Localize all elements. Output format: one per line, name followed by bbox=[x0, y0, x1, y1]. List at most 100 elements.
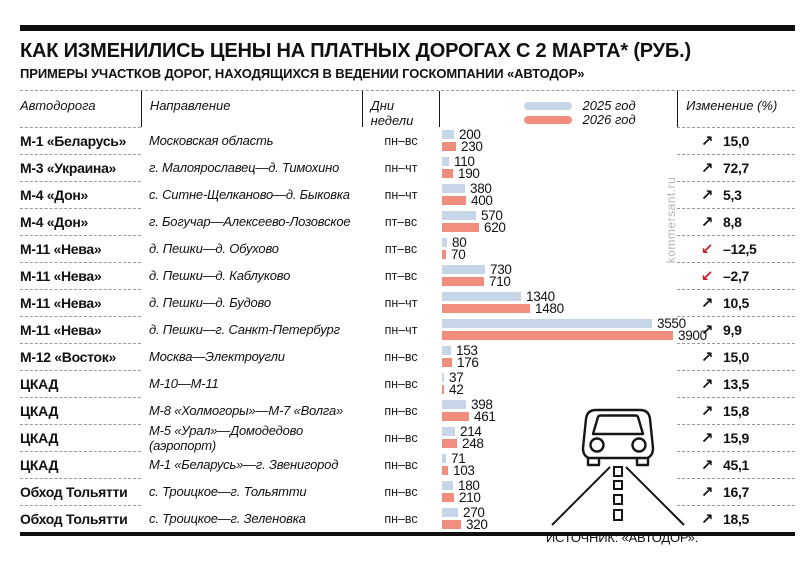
price-bars: 1340 1480 bbox=[440, 289, 677, 316]
change-value: –12,5 bbox=[723, 241, 757, 257]
price-2026: 248 bbox=[462, 436, 484, 451]
change-value: 15,0 bbox=[723, 133, 750, 149]
price-2025: 180 bbox=[458, 478, 480, 493]
bar-line-2025: 398 bbox=[442, 398, 493, 411]
bar-line-2025: 1340 bbox=[442, 289, 555, 304]
change-cell: ↗ 18,5 bbox=[677, 505, 795, 532]
bar-2025 bbox=[442, 157, 449, 166]
road-name: Обход Тольятти bbox=[20, 505, 141, 532]
road-name: М-11 «Нева» bbox=[20, 316, 141, 343]
price-bars: 398 461 bbox=[440, 397, 677, 424]
table-row: М-4 «Дон» с. Ситне-Щелканово—д. Быковка … bbox=[20, 181, 795, 208]
price-2026: 400 bbox=[471, 193, 493, 208]
price-2025: 214 bbox=[460, 424, 482, 439]
road-direction: с. Троицкое—г. Тольятти bbox=[149, 484, 307, 499]
bar-2026 bbox=[442, 331, 673, 340]
bar-2025 bbox=[442, 481, 453, 490]
page-subtitle: ПРИМЕРЫ УЧАСТКОВ ДОРОГ, НАХОДЯЩИХСЯ В ВЕ… bbox=[20, 66, 585, 81]
bar-line-2026: 103 bbox=[442, 464, 475, 477]
bar-line-2025: 153 bbox=[442, 344, 478, 357]
days-of-week: пн–вс bbox=[384, 403, 418, 418]
legend-item-2025: 2025 год bbox=[524, 99, 677, 112]
bar-line-2026: 400 bbox=[442, 193, 493, 208]
days-of-week: пн–вс bbox=[384, 457, 418, 472]
bar-line-2025: 71 bbox=[442, 451, 466, 466]
road-name: М-3 «Украина» bbox=[20, 154, 141, 181]
trend-arrow-icon: ↙ bbox=[700, 268, 714, 285]
table-row: ЦКАД М-8 «Холмогоры»—М-7 «Волга» пн–вс 3… bbox=[20, 397, 795, 424]
bar-2026 bbox=[442, 385, 444, 394]
change-cell: ↗ 15,0 bbox=[677, 343, 795, 370]
change-cell: ↙ –2,7 bbox=[677, 262, 795, 289]
trend-arrow-icon: ↗ bbox=[700, 214, 714, 231]
bar-line-2025: 110 bbox=[442, 155, 475, 168]
bar-2025 bbox=[442, 238, 447, 247]
bar-line-2026: 190 bbox=[442, 167, 480, 180]
price-2025: 1340 bbox=[526, 289, 555, 304]
change-cell: ↗ 10,5 bbox=[677, 289, 795, 316]
days-of-week: пн–вс bbox=[384, 484, 418, 499]
table-row: М-4 «Дон» г. Богучар—Алексеево-Лозовское… bbox=[20, 208, 795, 235]
bar-line-2025: 270 bbox=[442, 505, 485, 520]
table-row: М-11 «Нева» д. Пешки—г. Санкт-Петербург … bbox=[20, 316, 795, 343]
road-name: ЦКАД bbox=[20, 451, 141, 478]
road-direction: д. Пешки—д. Обухово bbox=[149, 241, 279, 256]
trend-arrow-icon: ↗ bbox=[700, 403, 714, 420]
road-direction: д. Пешки—г. Санкт-Петербург bbox=[149, 322, 340, 337]
source-caption: ИСТОЧНИК: «АВТОДОР». bbox=[545, 530, 699, 545]
road-name: М-11 «Нева» bbox=[20, 235, 141, 262]
price-2025: 37 bbox=[449, 370, 464, 385]
bar-2025 bbox=[442, 265, 485, 274]
change-value: 15,0 bbox=[723, 349, 750, 365]
road-direction: с. Троицкое—г. Зеленовка bbox=[149, 511, 306, 526]
price-bars: 180 210 bbox=[440, 478, 677, 505]
price-bars: 214 248 bbox=[440, 424, 677, 451]
price-2025: 71 bbox=[451, 451, 466, 466]
table-row: М-12 «Восток» Москва—Электроугли пн–вс 1… bbox=[20, 343, 795, 370]
trend-arrow-icon: ↗ bbox=[700, 322, 714, 339]
price-2026: 176 bbox=[457, 355, 479, 370]
table-row: М-3 «Украина» г. Малоярославец—д. Тимохи… bbox=[20, 154, 795, 181]
trend-arrow-icon: ↗ bbox=[700, 133, 714, 150]
legend-swatch-2025 bbox=[524, 101, 573, 110]
table-row: ЦКАД М-10—М-11 пн–вс 37 42 ↗ 13,5 bbox=[20, 370, 795, 397]
bar-2026 bbox=[442, 439, 457, 448]
road-name: М-4 «Дон» bbox=[20, 208, 141, 235]
days-of-week: пт–вс bbox=[384, 241, 418, 256]
price-2026: 620 bbox=[484, 220, 506, 235]
change-cell: ↗ 45,1 bbox=[677, 451, 795, 478]
bar-line-2025: 37 bbox=[442, 370, 464, 385]
road-name: М-11 «Нева» bbox=[20, 262, 141, 289]
change-value: 15,9 bbox=[723, 430, 750, 446]
price-2025: 380 bbox=[470, 181, 492, 196]
bar-line-2025: 570 bbox=[442, 209, 503, 222]
bar-2026 bbox=[442, 223, 479, 232]
road-direction: г. Богучар—Алексеево-Лозовское bbox=[149, 214, 351, 229]
bar-2026 bbox=[442, 250, 446, 259]
road-direction: М-8 «Холмогоры»—М-7 «Волга» bbox=[149, 403, 344, 418]
bar-line-2026: 3900 bbox=[442, 329, 707, 342]
bar-line-2025: 730 bbox=[442, 263, 512, 276]
bar-2025 bbox=[442, 211, 476, 220]
price-2025: 270 bbox=[463, 505, 485, 520]
bar-line-2026: 70 bbox=[442, 248, 466, 261]
price-bars: 200 230 bbox=[440, 127, 677, 154]
road-name: ЦКАД bbox=[20, 397, 141, 424]
road-direction: г. Малоярославец—д. Тимохино bbox=[149, 160, 340, 175]
infographic-toll-road-prices: КАК ИЗМЕНИЛИСЬ ЦЕНЫ НА ПЛАТНЫХ ДОРОГАХ С… bbox=[0, 25, 800, 586]
days-of-week: пн–вс bbox=[384, 133, 418, 148]
table-row: ЦКАД М-5 «Урал»—Домодедово (аэропорт) пн… bbox=[20, 423, 795, 453]
bar-2025 bbox=[442, 373, 444, 382]
top-rule bbox=[20, 25, 795, 31]
change-value: 10,5 bbox=[723, 295, 750, 311]
column-header-days: Дни недели bbox=[361, 91, 440, 128]
days-of-week: пт–вс bbox=[384, 268, 418, 283]
bar-line-2026: 320 bbox=[442, 518, 488, 531]
table-row: М-11 «Нева» д. Пешки—д. Каблуково пт–вс … bbox=[20, 262, 795, 289]
change-value: 8,8 bbox=[723, 214, 742, 230]
change-cell: ↗ 15,8 bbox=[677, 397, 795, 424]
change-value: 16,7 bbox=[723, 484, 750, 500]
table-header: Автодорога Направление Дни недели 2025 г… bbox=[20, 90, 795, 128]
legend-swatch-2026 bbox=[524, 115, 573, 124]
price-bars: 153 176 bbox=[440, 343, 677, 370]
